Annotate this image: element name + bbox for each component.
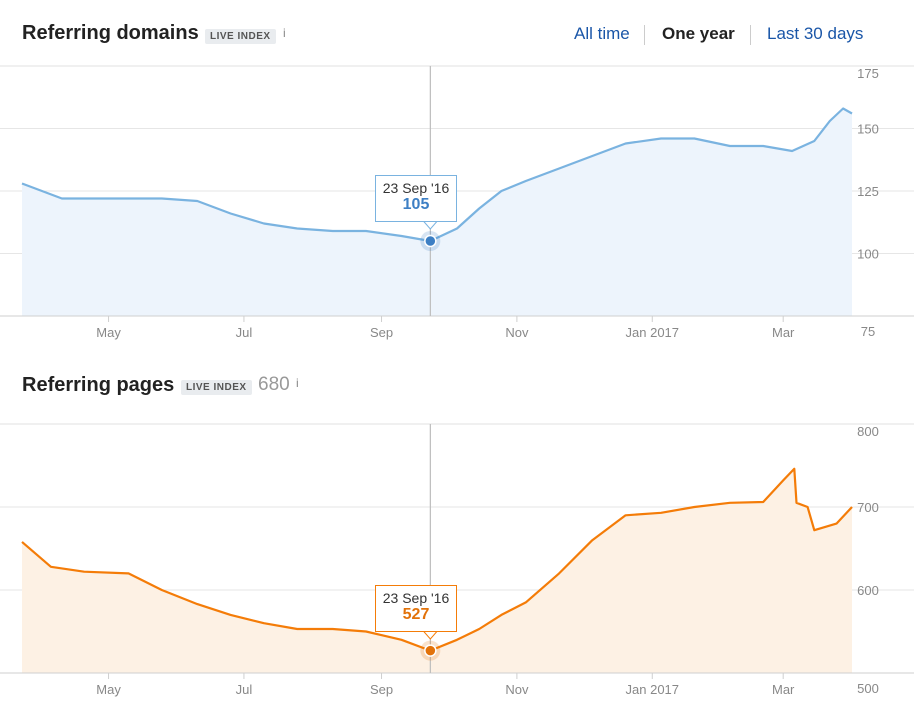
domains-x-tick-label: May <box>96 325 121 340</box>
domains-marker-dot <box>424 234 437 248</box>
pages-x-tick-label: Sep <box>370 682 393 697</box>
live-index-badge-2: LIVE INDEX <box>181 380 252 395</box>
referring-pages-count: 680 <box>258 374 290 395</box>
live-index-badge: LIVE INDEX <box>205 29 276 44</box>
pages-x-tick-label: Nov <box>505 682 529 697</box>
pages-x-tick-label: Jan 2017 <box>626 682 680 697</box>
info-icon[interactable]: i <box>283 26 286 40</box>
pages-y-tick-label: 700 <box>857 500 879 515</box>
pages-line <box>21 467 853 652</box>
pages-x-tick-label: Jul <box>236 682 253 697</box>
referring-pages-title: Referring pages <box>22 374 175 396</box>
domains-y-tick-label: 100 <box>857 247 879 262</box>
domains-y-tick-label: 175 <box>857 66 879 81</box>
range-last-30-days[interactable]: Last 30 days <box>767 24 864 43</box>
referring-domains-title: Referring domains <box>22 22 199 44</box>
domains-tooltip-date: 23 Sep '16 <box>382 180 450 196</box>
pages-y-tick-label: 800 <box>857 424 879 439</box>
pages-area <box>22 468 852 673</box>
domains-y-tick-label: 150 <box>857 122 879 137</box>
range-all-time[interactable]: All time <box>574 24 630 43</box>
domains-tooltip: 23 Sep '16 105 <box>375 175 457 222</box>
domains-x-tick-label: Mar <box>772 325 795 340</box>
domains-x-tick-label: Nov <box>505 325 529 340</box>
referring-pages-chart[interactable]: 800 700 600 500 May Jul Sep Nov Jan 2017 Mar <box>0 420 914 720</box>
info-icon-2[interactable]: i <box>296 376 299 390</box>
range-divider <box>750 25 751 45</box>
domains-area <box>22 108 852 316</box>
domains-x-tick-label: Jul <box>236 325 253 340</box>
domains-x-tick-label: Sep <box>370 325 393 340</box>
pages-tooltip-date: 23 Sep '16 <box>382 590 450 606</box>
pages-x-tick-label: Mar <box>772 682 795 697</box>
pages-marker-dot <box>424 644 437 657</box>
domains-y-tick-label: 125 <box>857 184 879 199</box>
pages-tooltip-value: 527 <box>402 606 430 623</box>
referring-domains-chart[interactable]: 175 150 125 100 75 May Jul Sep Nov Jan 2017 Mar <box>0 0 914 350</box>
domains-y-tick-label: 75 <box>861 324 875 339</box>
range-divider <box>644 25 645 45</box>
domains-x-tick-label: Jan 2017 <box>626 325 680 340</box>
pages-y-tick-label: 500 <box>857 681 879 696</box>
domains-tooltip-pointer <box>422 220 439 230</box>
pages-tooltip-pointer <box>422 630 439 640</box>
domains-tooltip-value: 105 <box>402 196 430 213</box>
pages-tooltip: 23 Sep '16 527 <box>375 585 457 632</box>
pages-y-tick-label: 600 <box>857 583 879 598</box>
domains-line <box>21 107 853 243</box>
pages-x-tick-label: May <box>96 682 121 697</box>
range-one-year[interactable]: One year <box>662 24 735 43</box>
